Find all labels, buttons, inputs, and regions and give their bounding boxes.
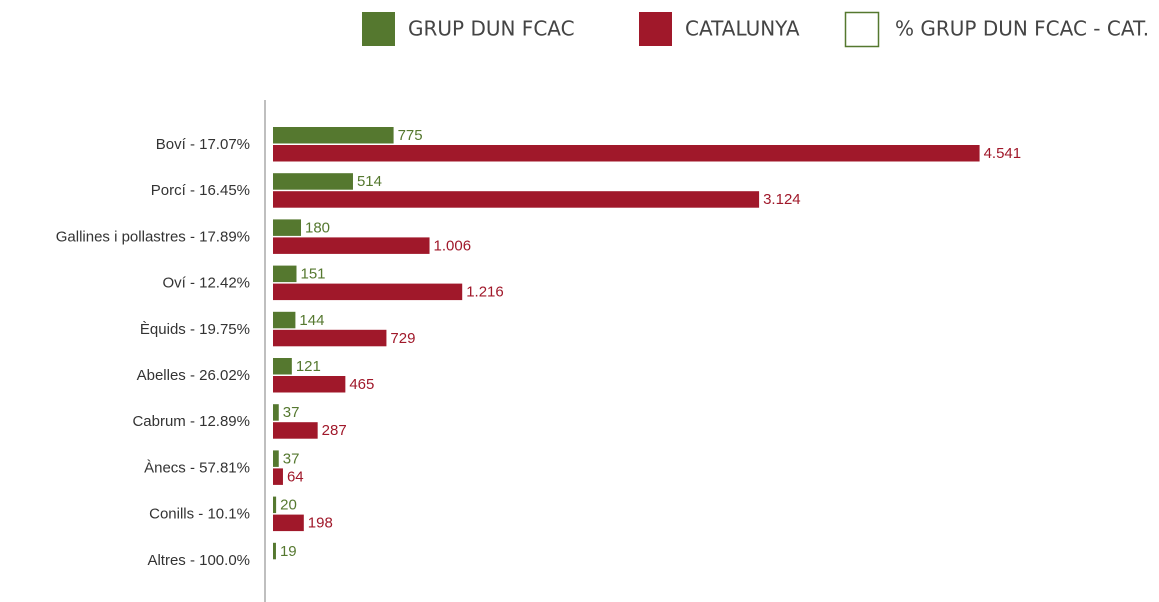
value-label: 1.216	[466, 284, 504, 301]
category-label: Cabrum - 12.89%	[132, 413, 250, 430]
value-label: 121	[296, 358, 321, 375]
legend-swatch	[362, 12, 395, 46]
legend-label: GRUP DUN FCAC	[408, 17, 575, 41]
category-label: Abelles - 26.02%	[137, 367, 250, 384]
value-label: 198	[308, 515, 333, 532]
bar	[273, 265, 297, 283]
bar	[273, 173, 353, 190]
bar	[273, 376, 346, 393]
bar	[273, 191, 760, 208]
bar	[273, 219, 302, 236]
value-label: 729	[390, 330, 415, 347]
bar	[273, 422, 318, 439]
bar	[273, 542, 276, 560]
bar	[273, 404, 279, 421]
legend-label: % GRUP DUN FCAC - CAT.	[895, 17, 1149, 41]
value-label: 20	[280, 497, 297, 514]
value-label: 4.541	[984, 145, 1022, 162]
value-label: 3.124	[763, 191, 801, 208]
value-label: 775	[398, 127, 423, 144]
bar	[273, 450, 279, 467]
bar	[273, 514, 304, 532]
value-label: 151	[300, 266, 325, 283]
bar	[273, 329, 387, 347]
category-label: Conills - 10.1%	[149, 506, 250, 523]
value-label: 287	[322, 422, 347, 439]
bar	[273, 496, 277, 514]
category-label: Oví - 12.42%	[162, 275, 250, 292]
category-label: Boví - 17.07%	[156, 136, 250, 153]
bar	[273, 145, 980, 162]
value-label: 1.006	[434, 237, 472, 254]
value-label: 465	[349, 376, 374, 393]
category-label: Ànecs - 57.81%	[144, 459, 250, 476]
value-label: 37	[283, 450, 300, 467]
value-label: 64	[287, 468, 304, 485]
category-label: Altres - 100.0%	[147, 552, 250, 569]
category-label: Gallines i pollastres - 17.89%	[56, 228, 250, 245]
value-label: 144	[299, 312, 324, 329]
value-label: 19	[280, 543, 297, 560]
category-label: Èquids - 19.75%	[140, 321, 250, 338]
legend-label: CATALUNYA	[685, 17, 800, 41]
category-label: Porcí - 16.45%	[151, 182, 250, 199]
bar	[273, 283, 463, 301]
bar	[273, 237, 430, 254]
bar	[273, 358, 292, 375]
value-label: 514	[357, 173, 382, 190]
bar	[273, 468, 283, 485]
value-label: 180	[305, 219, 330, 236]
bar	[273, 127, 394, 144]
value-label: 37	[283, 404, 300, 421]
legend-swatch	[639, 12, 672, 46]
legend-swatch	[844, 11, 880, 48]
bar	[273, 311, 296, 329]
